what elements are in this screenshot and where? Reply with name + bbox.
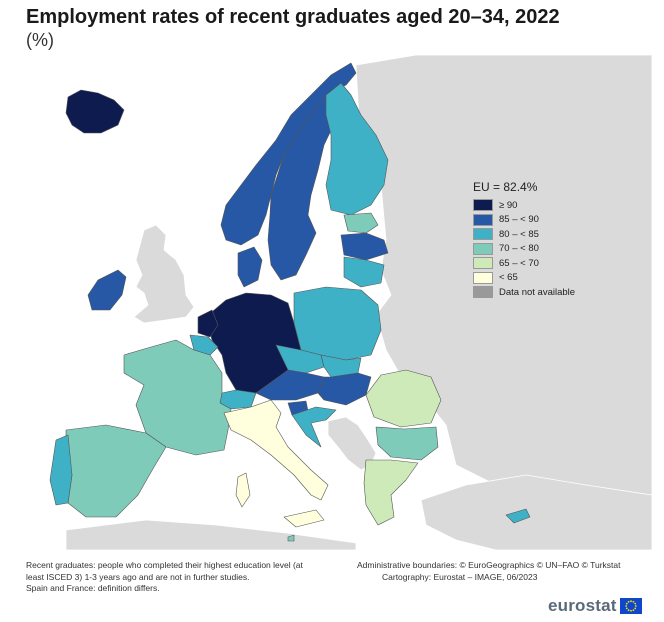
map-legend: EU = 82.4% ≥ 90 85 – < 90 80 – < 85 70 –… <box>473 180 623 300</box>
footnote-left: Recent graduates: people who completed t… <box>26 560 303 595</box>
legend-label: 65 – < 70 <box>499 257 539 269</box>
denmark-region <box>237 246 263 288</box>
portugal-region <box>49 434 73 506</box>
greece-region <box>363 459 419 526</box>
credits-line: Cartography: Eurostat – IMAGE, 06/2023 <box>382 571 538 582</box>
bulgaria-region <box>375 426 439 461</box>
legend-label: ≥ 90 <box>499 199 518 211</box>
netherlands-region <box>197 309 219 338</box>
legend-label: 70 – < 80 <box>499 243 539 255</box>
lithuania-region <box>343 256 385 288</box>
romania-region <box>365 369 442 428</box>
legend-label: Data not available <box>499 286 576 298</box>
map-area <box>26 55 652 550</box>
legend-item: 80 – < 85 <box>473 227 623 242</box>
croatia-region <box>291 406 337 448</box>
italy-region <box>223 399 329 501</box>
map-title: Employment rates of recent graduates age… <box>26 6 560 28</box>
legend-title: EU = 82.4% <box>473 180 538 194</box>
sicily-region <box>283 509 325 528</box>
malta-region <box>287 534 295 542</box>
finland-region <box>325 82 389 216</box>
estonia-region <box>343 212 379 234</box>
spain-region <box>65 424 167 518</box>
legend-swatch <box>473 228 493 241</box>
iceland-region <box>65 89 125 134</box>
sardinia-region <box>235 472 251 508</box>
poland-region <box>293 286 382 361</box>
belgium-region <box>189 334 219 356</box>
legend-swatch <box>473 242 493 255</box>
map-subtitle: (%) <box>26 30 54 50</box>
eu-flag-icon <box>619 598 642 614</box>
sweden-region <box>267 94 339 281</box>
legend-item: 65 – < 70 <box>473 256 623 271</box>
legend-swatch <box>473 271 493 284</box>
turkey-land <box>420 474 652 550</box>
legend-item: Data not available <box>473 285 623 300</box>
legend-item: < 65 <box>473 271 623 286</box>
footnote-line: least ISCED 3) 1-3 years ago and are not… <box>26 571 250 582</box>
latvia-region <box>340 232 389 261</box>
legend-item: 70 – < 80 <box>473 242 623 257</box>
ireland-region <box>87 269 127 311</box>
legend-item: ≥ 90 <box>473 198 623 213</box>
cyprus-region <box>505 508 531 524</box>
credits-line: Administrative boundaries: © EuroGeograp… <box>357 560 621 570</box>
legend-swatch <box>473 213 493 226</box>
legend-label: 80 – < 85 <box>499 228 539 240</box>
footnote-line: Spain and France: definition differs. <box>26 583 160 593</box>
legend-swatch <box>473 199 493 212</box>
north-africa-land <box>65 519 357 550</box>
eurostat-logo: eurostat <box>548 596 642 616</box>
legend-swatch <box>473 286 493 299</box>
uk-land <box>133 224 195 324</box>
footnote-line: Recent graduates: people who completed t… <box>26 560 303 570</box>
eurostat-wordmark: eurostat <box>548 596 617 615</box>
hungary-region <box>317 372 372 406</box>
legend-label: < 65 <box>499 272 518 284</box>
footnote-right: Administrative boundaries: © EuroGeograp… <box>357 560 647 583</box>
legend-label: 85 – < 90 <box>499 214 539 226</box>
legend-item: 85 – < 90 <box>473 213 623 228</box>
legend-swatch <box>473 257 493 270</box>
